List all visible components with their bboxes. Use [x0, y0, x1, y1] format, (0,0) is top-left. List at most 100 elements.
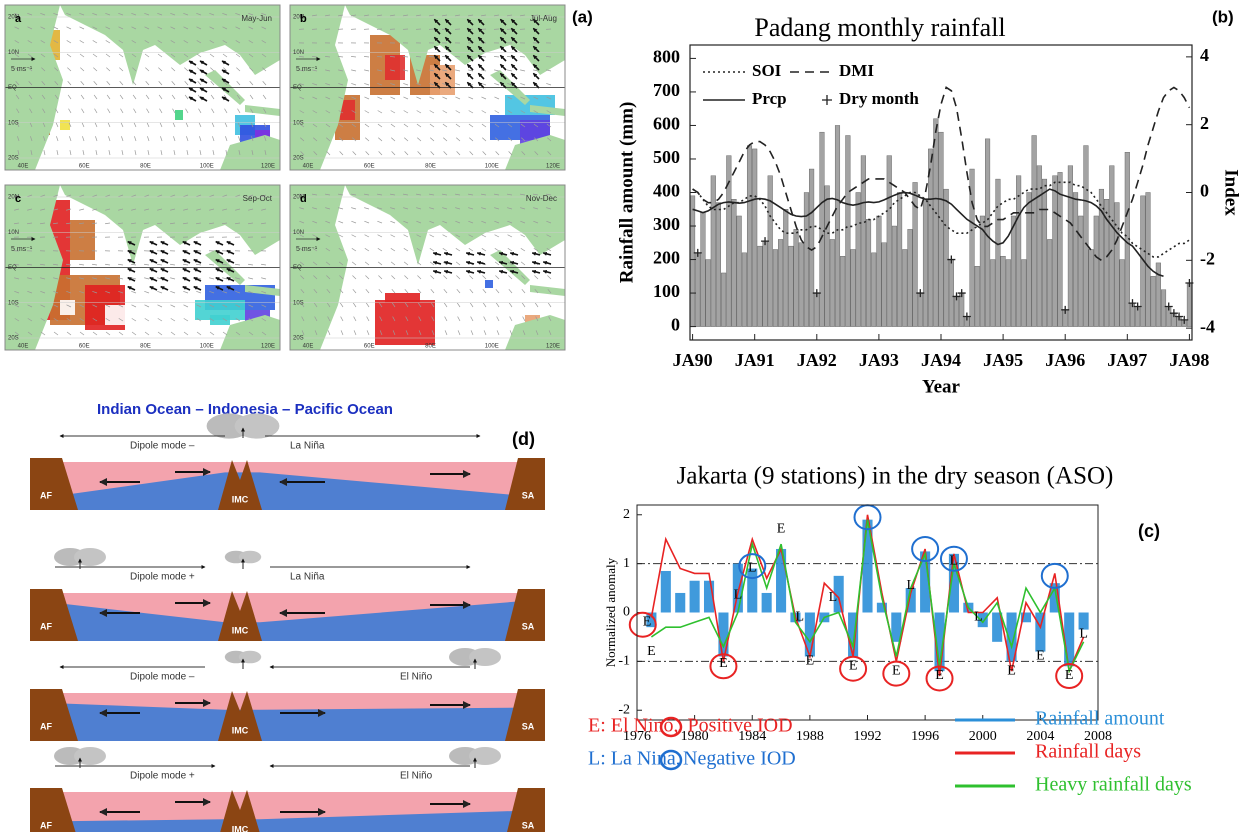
- longitude-label: 40E: [18, 344, 29, 350]
- bar: [954, 296, 959, 326]
- enso-letter: L: [974, 610, 983, 625]
- bar: [846, 136, 851, 327]
- longitude-label: 60E: [79, 344, 90, 350]
- y-tick-label: 0: [623, 605, 630, 620]
- bar: [716, 203, 721, 327]
- longitude-label: 100E: [200, 344, 214, 350]
- bar: [840, 256, 845, 326]
- enso-letter: E: [1065, 668, 1074, 683]
- land-label: IMC: [232, 725, 249, 735]
- enso-letter: L: [829, 590, 838, 605]
- x-tick-label: JA97: [1107, 350, 1147, 370]
- note-label: Negative IOD: [683, 748, 796, 770]
- bar: [887, 156, 892, 327]
- bar: [959, 293, 964, 327]
- latitude-label: 10S: [293, 120, 304, 126]
- bar: [944, 189, 949, 326]
- longitude-label: 80E: [425, 164, 436, 170]
- bar: [814, 293, 819, 327]
- map-panel: 20N10NEQ10S20S40E60E80E100E120EdNov-Dec5…: [290, 185, 565, 350]
- row-label-west: Dipole mode +: [130, 572, 195, 583]
- legend-label: Rainfall days: [1035, 741, 1141, 763]
- y-axis-label: Normalized anomaly: [603, 557, 618, 667]
- y-tick-label: 600: [653, 114, 680, 134]
- bar: [776, 549, 786, 613]
- anomaly-patch: [385, 293, 420, 303]
- latitude-label: EQ: [8, 85, 17, 91]
- bar: [1032, 136, 1037, 327]
- anomaly-patch: [105, 305, 130, 325]
- land-label: SA: [522, 621, 535, 631]
- longitude-label: 120E: [546, 344, 560, 350]
- bar: [1078, 216, 1083, 327]
- bar: [1084, 146, 1089, 327]
- enso-letter: L: [1079, 627, 1088, 642]
- panel-label: (c): [1138, 521, 1160, 541]
- bar: [1035, 613, 1045, 652]
- anomaly-patch: [385, 55, 405, 80]
- bar: [877, 216, 882, 327]
- map-letter: c: [15, 193, 21, 205]
- bar: [778, 239, 783, 326]
- bar: [897, 193, 902, 327]
- legend-label: SOI: [752, 61, 782, 80]
- legend-label: Dry month: [839, 89, 919, 108]
- y2-tick-label: 0: [1200, 181, 1209, 201]
- bar: [1161, 290, 1166, 327]
- anomaly-patch: [485, 280, 493, 288]
- bar: [825, 186, 830, 327]
- bar: [1021, 260, 1026, 327]
- bar: [1042, 179, 1047, 327]
- cloud: [74, 747, 106, 765]
- x-tick-label: 1996: [911, 729, 939, 744]
- row-label-east: El Niño: [400, 771, 433, 782]
- y2-tick-label: 2: [1200, 113, 1209, 133]
- page: { "maps": { "panel_label": "(a)", "vecto…: [0, 0, 1242, 832]
- map-panel: 20N10NEQ10S20S40E60E80E100E120EcSep-Oct5…: [5, 185, 280, 350]
- bar: [1094, 216, 1099, 327]
- scale-label: 5 ms⁻¹: [11, 246, 33, 253]
- enso-letter: L: [796, 610, 805, 625]
- y-tick-label: 700: [653, 80, 680, 100]
- bar: [830, 239, 835, 326]
- bar: [742, 253, 747, 327]
- land-label: IMC: [232, 625, 249, 635]
- longitude-label: 60E: [79, 164, 90, 170]
- bar: [721, 273, 726, 327]
- map-season: Jul-Aug: [530, 14, 557, 23]
- longitude-label: 80E: [140, 344, 151, 350]
- enso-letter: E: [643, 614, 652, 629]
- latitude-label: 10S: [8, 300, 19, 306]
- bar: [892, 226, 897, 327]
- chart-title: Jakarta (9 stations) in the dry season (…: [677, 463, 1114, 490]
- bar: [794, 229, 799, 326]
- chart-title: Padang monthly rainfall: [754, 13, 1005, 42]
- bar: [762, 593, 772, 613]
- y-tick-label: 100: [653, 281, 680, 301]
- latitude-label: 10N: [8, 230, 19, 236]
- legend-label: Heavy rainfall days: [1035, 774, 1192, 796]
- enso-letter: E: [1007, 663, 1016, 678]
- bar: [809, 169, 814, 327]
- bar: [732, 199, 737, 326]
- bar: [799, 243, 804, 327]
- y-axis-label: Rainfall amount (mm): [616, 102, 637, 284]
- bar: [866, 219, 871, 326]
- row-label-east: La Niña: [290, 572, 325, 583]
- latitude-label: 10N: [8, 50, 19, 56]
- x-tick-label: 2000: [969, 729, 997, 744]
- enso-letter: E: [849, 658, 858, 673]
- legend-label: Prcp: [752, 89, 787, 108]
- x-tick-label: JA95: [983, 350, 1023, 370]
- y2-tick-label: -2: [1200, 248, 1215, 268]
- bar: [1001, 256, 1006, 326]
- bar: [1011, 216, 1016, 327]
- legend-marker: [822, 95, 832, 105]
- bar: [711, 176, 716, 327]
- bar: [939, 132, 944, 326]
- row-label-east: La Niña: [290, 441, 325, 452]
- longitude-label: 80E: [425, 344, 436, 350]
- land-label: SA: [522, 820, 535, 830]
- bar: [718, 613, 728, 657]
- bar: [1109, 166, 1114, 327]
